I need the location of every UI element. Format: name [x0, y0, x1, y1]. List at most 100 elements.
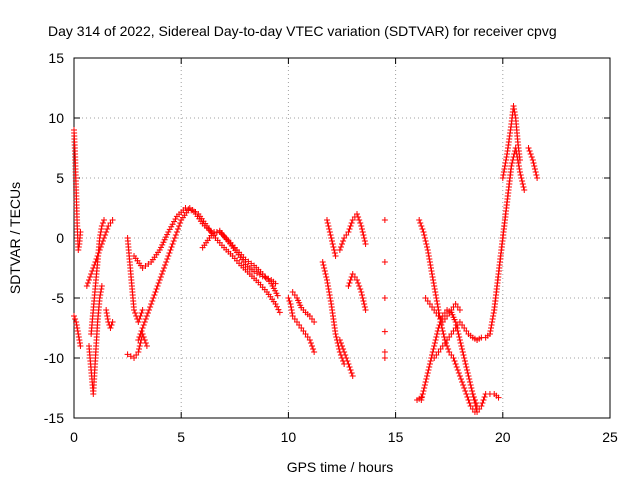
- data-point: [429, 349, 436, 355]
- data-point: [161, 236, 168, 243]
- data-point: [423, 376, 430, 382]
- data-point: [459, 379, 466, 385]
- data-point: [503, 154, 510, 160]
- data-point: [185, 206, 192, 213]
- data-point: [419, 391, 426, 397]
- data-point: [426, 259, 433, 265]
- data-point: [424, 373, 431, 379]
- data-point: [139, 307, 146, 313]
- data-point: [348, 220, 355, 226]
- data-point: [530, 160, 537, 166]
- data-point: [421, 382, 428, 388]
- data-point: [147, 304, 154, 310]
- data-point: [138, 328, 145, 334]
- data-point: [509, 157, 516, 163]
- data-point: [172, 216, 179, 222]
- data-point: [143, 313, 150, 319]
- data-point: [77, 343, 84, 349]
- data-point: [432, 337, 439, 343]
- x-tick-label: 20: [495, 429, 511, 445]
- data-point: [511, 109, 518, 115]
- data-point: [274, 292, 281, 299]
- data-point: [103, 310, 110, 316]
- data-point: [146, 307, 153, 313]
- data-point: [348, 370, 355, 376]
- data-point: [141, 337, 148, 343]
- data-point: [426, 364, 433, 370]
- data-point: [149, 298, 156, 304]
- data-point: [167, 247, 174, 253]
- data-point: [500, 172, 507, 178]
- data-point: [344, 358, 351, 364]
- data-point: [422, 379, 429, 385]
- data-point: [332, 331, 339, 337]
- data-point: [362, 241, 369, 247]
- data-point: [326, 289, 333, 295]
- data-point: [347, 223, 354, 229]
- data-point: [86, 277, 93, 283]
- data-point: [416, 217, 423, 223]
- data-point: [156, 247, 163, 253]
- data-point: [136, 334, 143, 340]
- data-point: [424, 370, 431, 376]
- data-point: [74, 325, 81, 331]
- data-point: [501, 166, 508, 172]
- data-point: [460, 382, 467, 388]
- data-point: [459, 346, 466, 352]
- data-point: [459, 349, 466, 355]
- data-point: [455, 370, 462, 376]
- data-point: [432, 292, 439, 298]
- data-point: [75, 331, 82, 337]
- data-point: [328, 235, 335, 241]
- data-point: [342, 352, 349, 358]
- data-point: [333, 334, 340, 340]
- data-point: [136, 316, 143, 322]
- data-point: [457, 340, 464, 346]
- x-tick-label: 0: [70, 429, 78, 445]
- data-point: [287, 301, 294, 307]
- data-point: [440, 331, 447, 337]
- data-point: [429, 271, 436, 277]
- data-point: [176, 223, 183, 229]
- y-tick-label: 0: [56, 230, 64, 246]
- data-point: [433, 334, 440, 340]
- data-point: [502, 160, 509, 166]
- data-point: [417, 220, 424, 226]
- data-point: [159, 268, 166, 274]
- data-point: [517, 172, 524, 178]
- data-point: [381, 259, 388, 265]
- data-point: [311, 319, 318, 325]
- data-point: [466, 376, 473, 382]
- data-point: [104, 226, 111, 232]
- data-point: [441, 334, 448, 340]
- data-point: [155, 280, 162, 286]
- data-point: [362, 307, 369, 313]
- data-point: [323, 274, 330, 280]
- data-point: [87, 274, 94, 280]
- data-point: [336, 337, 343, 343]
- data-point: [456, 307, 463, 313]
- data-point: [488, 325, 495, 331]
- data-point: [325, 286, 332, 292]
- data-point: [328, 238, 335, 244]
- data-point: [142, 340, 149, 346]
- data-point: [512, 112, 519, 118]
- data-point: [140, 322, 147, 328]
- data-point: [131, 307, 138, 313]
- data-point: [166, 226, 173, 233]
- data-point: [346, 226, 353, 232]
- data-point: [469, 391, 476, 397]
- data-point: [359, 226, 366, 232]
- data-point: [454, 367, 461, 373]
- data-point: [75, 244, 82, 250]
- data-point: [434, 328, 441, 334]
- data-point: [165, 229, 172, 235]
- y-tick-label: -5: [52, 290, 65, 306]
- data-point: [96, 235, 103, 241]
- data-point: [331, 250, 338, 256]
- data-point: [160, 239, 167, 246]
- data-point: [83, 283, 90, 289]
- data-point: [381, 355, 388, 361]
- data-point: [424, 244, 431, 250]
- y-tick-label: 5: [56, 170, 64, 186]
